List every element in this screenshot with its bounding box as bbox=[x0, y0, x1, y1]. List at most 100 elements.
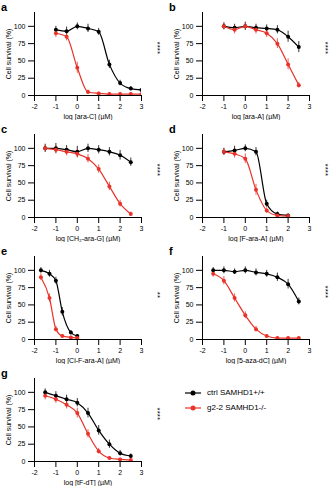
svg-text:100: 100 bbox=[14, 23, 26, 30]
svg-text:Cell survival (%): Cell survival (%) bbox=[5, 151, 13, 202]
svg-text:1: 1 bbox=[265, 225, 269, 232]
svg-text:1: 1 bbox=[265, 347, 269, 354]
svg-text:****: **** bbox=[321, 286, 330, 298]
svg-text:75: 75 bbox=[186, 284, 194, 291]
svg-text:2: 2 bbox=[118, 347, 122, 354]
svg-text:-1: -1 bbox=[221, 347, 227, 354]
svg-text:-1: -1 bbox=[53, 347, 59, 354]
svg-text:-1: -1 bbox=[53, 469, 59, 476]
svg-text:log [F-ara-A] (µM): log [F-ara-A] (µM) bbox=[228, 235, 283, 243]
svg-text:log [ara-C] (µM): log [ara-C] (µM) bbox=[63, 113, 112, 121]
svg-text:50: 50 bbox=[18, 57, 26, 64]
svg-text:-1: -1 bbox=[53, 225, 59, 232]
svg-text:75: 75 bbox=[186, 162, 194, 169]
svg-text:25: 25 bbox=[18, 318, 26, 325]
svg-text:log [tF-dT] (µM): log [tF-dT] (µM) bbox=[64, 479, 112, 487]
svg-text:50: 50 bbox=[186, 179, 194, 186]
svg-text:0: 0 bbox=[22, 458, 26, 465]
svg-text:50: 50 bbox=[186, 57, 194, 64]
svg-text:3: 3 bbox=[308, 225, 312, 232]
svg-text:-1: -1 bbox=[221, 103, 227, 110]
svg-text:0: 0 bbox=[22, 214, 26, 221]
svg-text:-2: -2 bbox=[199, 225, 205, 232]
svg-text:2: 2 bbox=[118, 103, 122, 110]
svg-text:-2: -2 bbox=[31, 103, 37, 110]
svg-text:2: 2 bbox=[286, 103, 290, 110]
svg-text:75: 75 bbox=[18, 406, 26, 413]
svg-text:0: 0 bbox=[22, 92, 26, 99]
svg-text:3: 3 bbox=[308, 347, 312, 354]
svg-text:100: 100 bbox=[182, 145, 194, 152]
svg-text:3: 3 bbox=[140, 347, 144, 354]
svg-text:1: 1 bbox=[265, 103, 269, 110]
svg-text:-2: -2 bbox=[199, 347, 205, 354]
svg-text:25: 25 bbox=[18, 196, 26, 203]
svg-text:25: 25 bbox=[186, 318, 194, 325]
svg-text:log [ara-A] (µM): log [ara-A] (µM) bbox=[232, 113, 281, 121]
svg-text:-1: -1 bbox=[53, 103, 59, 110]
svg-text:-2: -2 bbox=[31, 225, 37, 232]
svg-text:75: 75 bbox=[18, 284, 26, 291]
svg-text:-2: -2 bbox=[31, 469, 37, 476]
svg-text:0: 0 bbox=[75, 347, 79, 354]
svg-text:Cell survival (%): Cell survival (%) bbox=[5, 395, 13, 446]
svg-text:1: 1 bbox=[97, 225, 101, 232]
svg-text:log [Cl-F-ara-A] (µM): log [Cl-F-ara-A] (µM) bbox=[56, 357, 120, 365]
html-text:g2-2 SAMHD1-/-: g2-2 SAMHD1-/- bbox=[207, 403, 267, 412]
svg-text:log [CH₂-ara-G] (µM): log [CH₂-ara-G] (µM) bbox=[56, 235, 121, 243]
svg-text:Cell survival (%): Cell survival (%) bbox=[173, 29, 181, 80]
svg-text:100: 100 bbox=[14, 267, 26, 274]
svg-text:0: 0 bbox=[190, 92, 194, 99]
svg-text:50: 50 bbox=[18, 301, 26, 308]
svg-text:100: 100 bbox=[182, 267, 194, 274]
svg-text:3: 3 bbox=[140, 469, 144, 476]
svg-text:100: 100 bbox=[14, 145, 26, 152]
svg-text:-2: -2 bbox=[31, 347, 37, 354]
svg-text:2: 2 bbox=[286, 225, 290, 232]
svg-text:25: 25 bbox=[186, 196, 194, 203]
svg-text:Cell survival (%): Cell survival (%) bbox=[5, 273, 13, 324]
svg-text:****: **** bbox=[153, 408, 162, 420]
svg-text:25: 25 bbox=[18, 74, 26, 81]
svg-text:100: 100 bbox=[14, 389, 26, 396]
svg-text:****: **** bbox=[321, 164, 330, 176]
svg-text:****: **** bbox=[153, 164, 162, 176]
svg-text:****: **** bbox=[321, 42, 330, 54]
svg-text:0: 0 bbox=[22, 336, 26, 343]
svg-text:0: 0 bbox=[75, 469, 79, 476]
svg-text:Cell survival (%): Cell survival (%) bbox=[173, 151, 181, 202]
svg-text:1: 1 bbox=[97, 103, 101, 110]
svg-text:1: 1 bbox=[97, 347, 101, 354]
svg-text:1: 1 bbox=[97, 469, 101, 476]
svg-text:0: 0 bbox=[243, 103, 247, 110]
svg-text:50: 50 bbox=[18, 423, 26, 430]
svg-text:log [5-aza-dC] (µM): log [5-aza-dC] (µM) bbox=[226, 357, 286, 365]
svg-text:0: 0 bbox=[190, 336, 194, 343]
svg-text:0: 0 bbox=[190, 214, 194, 221]
svg-text:75: 75 bbox=[18, 40, 26, 47]
svg-text:Cell survival (%): Cell survival (%) bbox=[5, 29, 13, 80]
svg-text:2: 2 bbox=[286, 347, 290, 354]
svg-text:2: 2 bbox=[118, 469, 122, 476]
svg-text:50: 50 bbox=[18, 179, 26, 186]
svg-text:**: ** bbox=[153, 292, 162, 298]
html-text:ctrl SAMHD1+/+: ctrl SAMHD1+/+ bbox=[207, 388, 265, 397]
svg-text:50: 50 bbox=[186, 301, 194, 308]
svg-text:2: 2 bbox=[118, 225, 122, 232]
svg-text:0: 0 bbox=[75, 225, 79, 232]
svg-text:0: 0 bbox=[75, 103, 79, 110]
svg-text:****: **** bbox=[153, 42, 162, 54]
svg-text:0: 0 bbox=[243, 347, 247, 354]
svg-text:3: 3 bbox=[308, 103, 312, 110]
svg-text:Cell survival (%): Cell survival (%) bbox=[173, 273, 181, 324]
svg-text:-1: -1 bbox=[221, 225, 227, 232]
svg-text:3: 3 bbox=[140, 225, 144, 232]
svg-text:25: 25 bbox=[186, 74, 194, 81]
svg-text:100: 100 bbox=[182, 23, 194, 30]
svg-text:75: 75 bbox=[186, 40, 194, 47]
svg-text:3: 3 bbox=[140, 103, 144, 110]
svg-text:75: 75 bbox=[18, 162, 26, 169]
svg-text:-2: -2 bbox=[199, 103, 205, 110]
svg-text:25: 25 bbox=[18, 440, 26, 447]
svg-text:0: 0 bbox=[243, 225, 247, 232]
